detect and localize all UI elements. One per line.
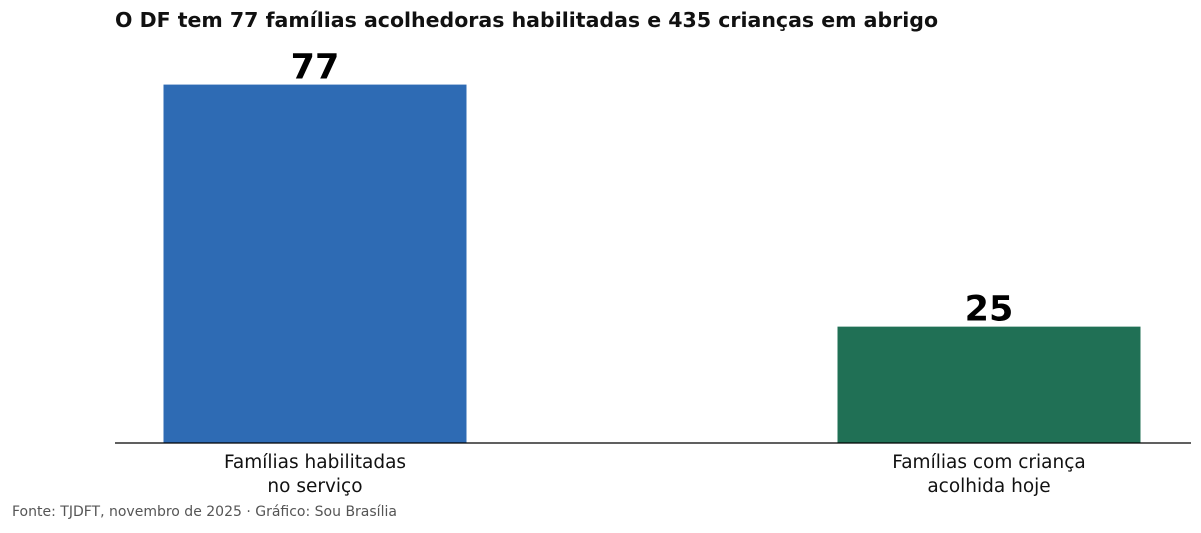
bars-group — [163, 84, 1141, 443]
bar-2 — [837, 326, 1141, 443]
source-note: Fonte: TJDFT, novembro de 2025 · Gráfico… — [12, 504, 397, 520]
bar-1 — [163, 84, 467, 443]
category-label-2-line-2: acolhida hoje — [927, 476, 1050, 497]
labels-group: 77 Famílias habilitadas no serviço 25 Famíli… — [224, 48, 1086, 497]
category-label-2-line-1: Famílias com criança — [892, 452, 1085, 473]
chart-title: O DF tem 77 famílias acolhedoras habilit… — [115, 8, 939, 32]
value-label-1: 77 — [291, 48, 340, 88]
category-label-1-line-1: Famílias habilitadas — [224, 452, 406, 473]
value-label-2: 25 — [965, 290, 1014, 330]
category-label-1-line-2: no serviço — [267, 476, 362, 497]
